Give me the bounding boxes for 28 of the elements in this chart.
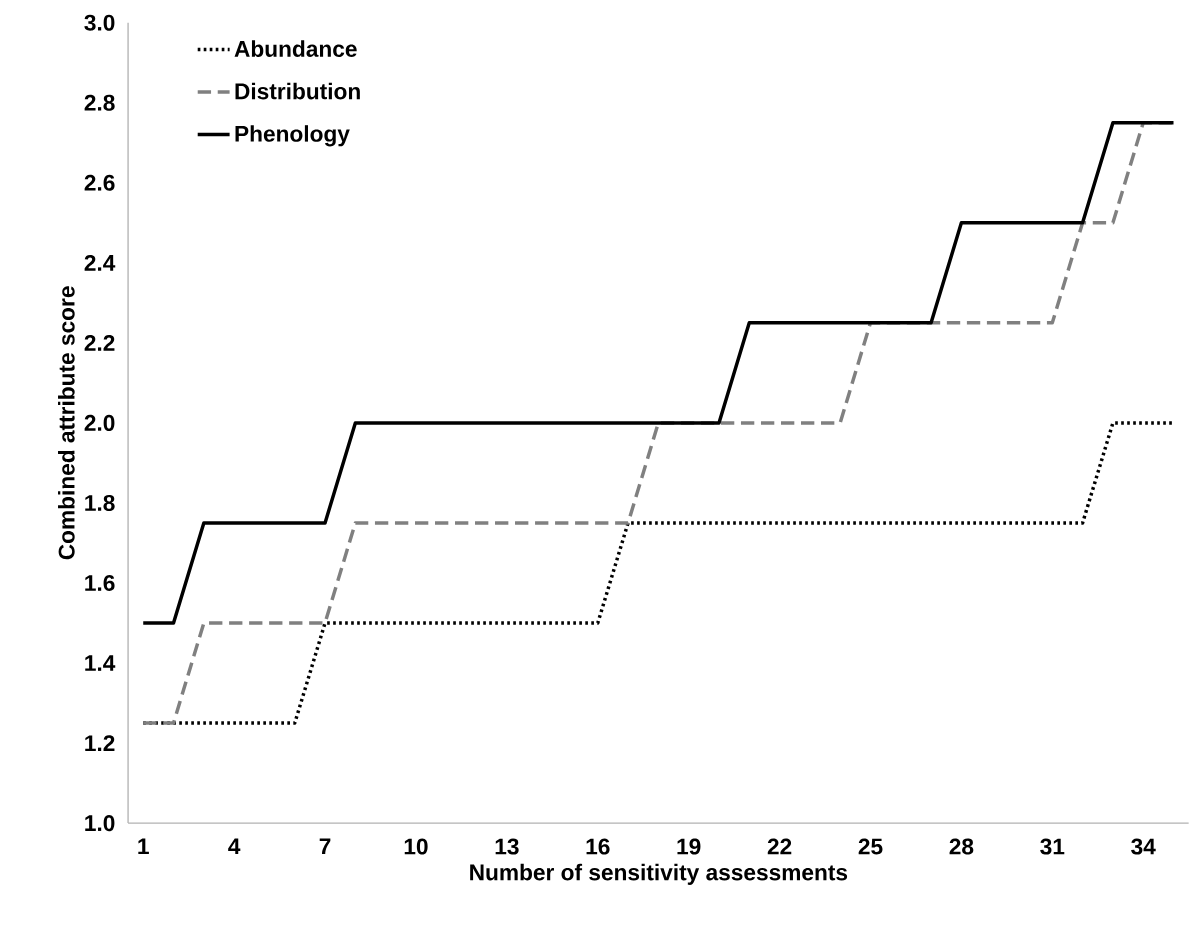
x-tick-label: 34 [1131, 838, 1156, 855]
y-tick-label: 2.6 [84, 174, 115, 191]
y-tick-label: 1.2 [85, 735, 115, 752]
y-axis-title: Combined attribute score [58, 286, 75, 560]
y-tick-label: 2.0 [84, 414, 115, 432]
legend-label: Phenology [235, 125, 350, 147]
x-tick-label: 10 [404, 838, 428, 855]
x-tick-label: 22 [767, 838, 792, 855]
x-tick-label: 7 [319, 838, 331, 855]
y-tick-label: 2.2 [84, 335, 115, 351]
x-axis-title: Number of sensitivity assessments [470, 863, 848, 885]
y-tick-label: 3.0 [84, 14, 115, 31]
x-tick-label: 19 [677, 838, 701, 855]
y-tick-label: 1.4 [85, 655, 116, 671]
y-tick-label: 1.6 [85, 575, 115, 592]
x-tick-label: 1 [138, 838, 149, 855]
legend-label: Distribution [235, 82, 360, 100]
y-tick-label: 1.8 [85, 494, 115, 512]
x-tick-label: 4 [228, 838, 241, 855]
legend-label: Abundance [234, 40, 357, 58]
y-tick-label: 1.0 [85, 815, 115, 832]
x-tick-label: 25 [858, 838, 883, 855]
y-tick-label: 2.4 [84, 254, 116, 271]
x-tick-label: 16 [586, 838, 610, 855]
x-tick-label: 28 [949, 838, 974, 855]
x-tick-label: 31 [1040, 838, 1065, 855]
y-tick-label: 2.8 [84, 94, 115, 111]
x-tick-label: 13 [495, 838, 519, 855]
